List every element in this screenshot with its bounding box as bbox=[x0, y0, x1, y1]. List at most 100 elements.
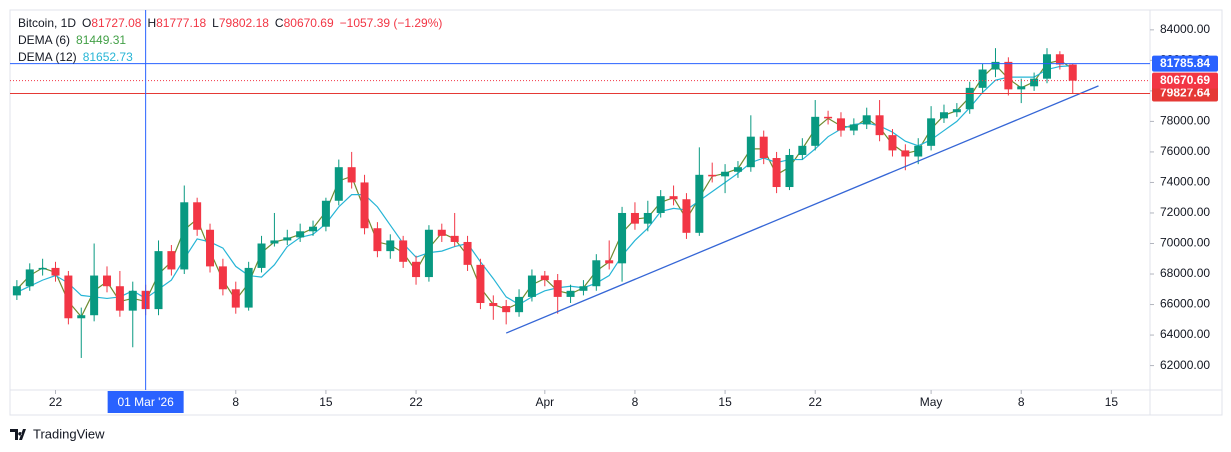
candle-body bbox=[901, 150, 910, 157]
candle-body bbox=[540, 275, 549, 281]
branding: TradingView bbox=[10, 426, 105, 441]
candle-body bbox=[1030, 78, 1039, 87]
candle-body bbox=[450, 235, 459, 242]
y-tick-label: 62000.00 bbox=[1160, 358, 1210, 372]
x-tick-label: 8 bbox=[632, 395, 639, 409]
candle-body bbox=[412, 261, 421, 278]
candle-body bbox=[952, 109, 961, 113]
candle-body bbox=[592, 260, 601, 287]
candle-body bbox=[502, 306, 511, 313]
candle-body bbox=[618, 212, 627, 264]
candle-body bbox=[489, 303, 498, 307]
candle-body bbox=[849, 124, 858, 131]
candle-body bbox=[1068, 64, 1077, 81]
candle-body bbox=[167, 251, 176, 270]
y-tick-label: 72000.00 bbox=[1160, 205, 1210, 219]
candle-body bbox=[566, 290, 575, 297]
candle-body bbox=[605, 260, 614, 264]
candle-body bbox=[733, 167, 742, 172]
candle-body bbox=[463, 241, 472, 265]
plot-area bbox=[10, 10, 1150, 390]
price-badge-label: 79827.64 bbox=[1160, 86, 1210, 100]
candle-body bbox=[231, 289, 240, 308]
price-badge bbox=[1152, 72, 1218, 89]
y-tick-label: 74000.00 bbox=[1160, 175, 1210, 189]
axes: 62000.00 64000.00 66000.00 68000.00 70000.00… bbox=[49, 22, 1218, 413]
change: −1057.39 (−1.29%) bbox=[340, 16, 443, 30]
candle-body bbox=[1004, 61, 1013, 90]
candle-body bbox=[154, 251, 163, 310]
candle-body bbox=[811, 116, 820, 146]
candle-body bbox=[64, 275, 73, 319]
x-tick-label: 15 bbox=[1105, 395, 1119, 409]
candle-body bbox=[695, 174, 704, 233]
candle-body bbox=[862, 115, 871, 125]
price-badge bbox=[1152, 85, 1218, 102]
candle-body bbox=[759, 136, 768, 159]
candle-body bbox=[785, 154, 794, 188]
candle-body bbox=[579, 286, 588, 291]
price-badge-label: 80670.69 bbox=[1160, 73, 1210, 87]
ohlc-label: H bbox=[147, 16, 156, 30]
price-badge bbox=[1152, 55, 1218, 72]
ohlc-label: O bbox=[82, 16, 91, 30]
candle-body bbox=[721, 171, 730, 177]
candle-body bbox=[888, 135, 897, 151]
candle-body bbox=[25, 269, 34, 287]
candle-body bbox=[244, 267, 253, 308]
candle-body bbox=[746, 136, 755, 168]
indicator-legend: DEMA (12) 81652.73 bbox=[18, 50, 133, 64]
legend-name: DEMA (6) bbox=[18, 33, 70, 47]
candle-body bbox=[128, 290, 137, 311]
candle-body bbox=[1042, 54, 1051, 79]
candle-body bbox=[90, 275, 99, 316]
date-badge-label: 01 Mar '26 bbox=[117, 395, 174, 409]
chart-frame bbox=[9, 9, 1223, 416]
candle-body bbox=[656, 196, 665, 213]
candle-body bbox=[283, 237, 292, 241]
candle-body bbox=[309, 226, 318, 232]
header: Bitcoin, 1D O81727.08 H81777.18 L79802.18 C8… bbox=[18, 16, 442, 64]
candle-body bbox=[476, 264, 485, 304]
symbol-title: Bitcoin, 1D bbox=[18, 16, 76, 30]
indicator-legend: DEMA (6) 81449.31 bbox=[18, 33, 126, 47]
x-tick-label: 15 bbox=[718, 395, 732, 409]
x-tick-label: 15 bbox=[319, 395, 333, 409]
candle-body bbox=[1017, 86, 1026, 90]
candle-body bbox=[682, 199, 691, 233]
candle-body bbox=[965, 87, 974, 110]
candle-body bbox=[51, 267, 60, 276]
ohlc-value: 81777.18 bbox=[156, 16, 206, 30]
candle-body bbox=[553, 280, 562, 297]
y-tick-label: 78000.00 bbox=[1160, 114, 1210, 128]
candle-body bbox=[424, 229, 433, 278]
candle-body bbox=[12, 286, 21, 296]
candle-body bbox=[321, 200, 330, 227]
candle-body bbox=[334, 167, 343, 201]
candle-body bbox=[399, 240, 408, 262]
candle-body bbox=[193, 202, 202, 230]
candle-body bbox=[927, 118, 936, 146]
y-tick-label: 84000.00 bbox=[1160, 22, 1210, 36]
candle-body bbox=[437, 229, 446, 236]
y-tick-label: 66000.00 bbox=[1160, 297, 1210, 311]
candle-body bbox=[939, 112, 948, 119]
date-badge bbox=[107, 391, 184, 413]
indicator-line bbox=[16, 65, 1073, 306]
y-tick-label: 76000.00 bbox=[1160, 144, 1210, 158]
candle-body bbox=[218, 266, 227, 290]
candle-body bbox=[824, 116, 833, 119]
y-tick-label: 70000.00 bbox=[1160, 236, 1210, 250]
y-tick-label: 64000.00 bbox=[1160, 327, 1210, 341]
candle-body bbox=[296, 231, 305, 238]
symbol-line: Bitcoin, 1D O81727.08 H81777.18 L79802.18 C8… bbox=[18, 16, 442, 30]
candle-body bbox=[643, 212, 652, 224]
ohlc-label: L bbox=[212, 16, 219, 30]
candle-body bbox=[103, 275, 112, 287]
candle-body bbox=[708, 174, 717, 177]
candle-body bbox=[875, 115, 884, 136]
candle-body bbox=[515, 296, 524, 313]
legend-value: 81449.31 bbox=[76, 33, 126, 47]
candle-body bbox=[360, 182, 369, 229]
